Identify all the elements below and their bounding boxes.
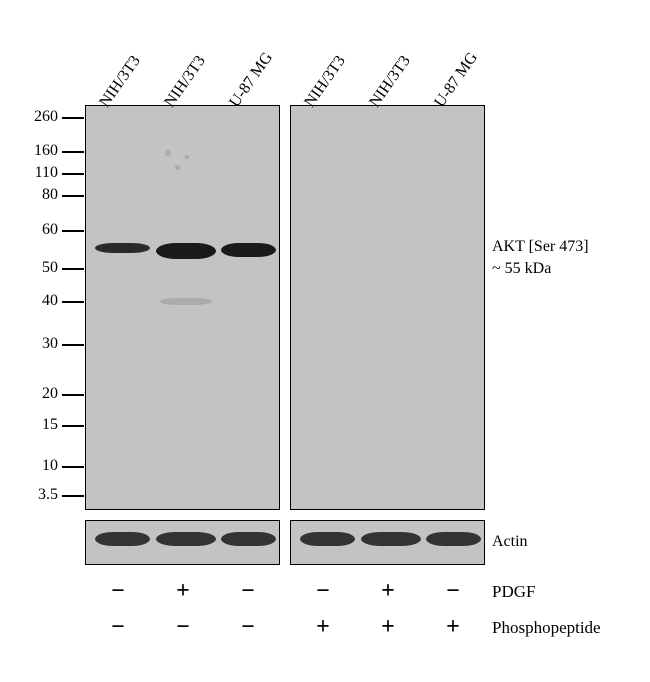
band-akt [95,243,150,253]
blot-left-main [85,105,280,510]
mw-label: 260 [20,108,58,126]
mw-label: 160 [20,142,58,160]
mw-tick [62,425,84,427]
band-actin [426,532,481,546]
mw-label: 60 [20,221,58,239]
blot-right-main [290,105,485,510]
mw-tick [62,117,84,119]
treatment-symbol: + [373,614,403,641]
treatment-symbol: − [233,614,263,641]
mw-tick [62,173,84,175]
mw-label: 10 [20,457,58,475]
lane-label: NIH/3T3 [301,53,349,111]
target-label-2: ~ 55 kDa [492,260,551,278]
mw-label: 15 [20,416,58,434]
actin-label: Actin [492,533,528,551]
band-actin [95,532,150,546]
treatment-symbol: + [168,578,198,605]
mw-tick [62,230,84,232]
treatment-symbol: − [438,578,468,605]
mw-label: 80 [20,186,58,204]
mw-label: 30 [20,335,58,353]
band-actin [221,532,276,546]
treatment-symbol: − [233,578,263,605]
treatment-label: PDGF [492,582,535,602]
treatment-symbol: − [168,614,198,641]
mw-tick [62,466,84,468]
lane-label: NIH/3T3 [161,53,209,111]
target-label-1: AKT [Ser 473] [492,238,589,256]
treatment-symbol: − [103,578,133,605]
lane-label: U-87 MG [431,49,482,111]
band-actin [156,532,216,546]
mw-tick [62,344,84,346]
band-akt [156,243,216,259]
treatment-symbol: + [373,578,403,605]
mw-tick [62,195,84,197]
lane-label: NIH/3T3 [366,53,414,111]
speck [165,150,171,156]
mw-label: 20 [20,385,58,403]
treatment-symbol: − [308,578,338,605]
mw-label: 110 [20,164,58,182]
treatment-symbol: + [308,614,338,641]
mw-tick [62,495,84,497]
mw-label: 3.5 [20,486,58,504]
treatment-label: Phosphopeptide [492,618,601,638]
lane-label: U-87 MG [226,49,277,111]
band-faint [160,298,212,305]
mw-label: 50 [20,259,58,277]
band-actin [300,532,355,546]
mw-tick [62,394,84,396]
band-akt [221,243,276,257]
treatment-symbol: − [103,614,133,641]
mw-tick [62,151,84,153]
speck [175,165,180,170]
mw-tick [62,301,84,303]
treatment-symbol: + [438,614,468,641]
mw-tick [62,268,84,270]
speck [185,155,189,159]
lane-label: NIH/3T3 [96,53,144,111]
mw-label: 40 [20,292,58,310]
band-actin [361,532,421,546]
